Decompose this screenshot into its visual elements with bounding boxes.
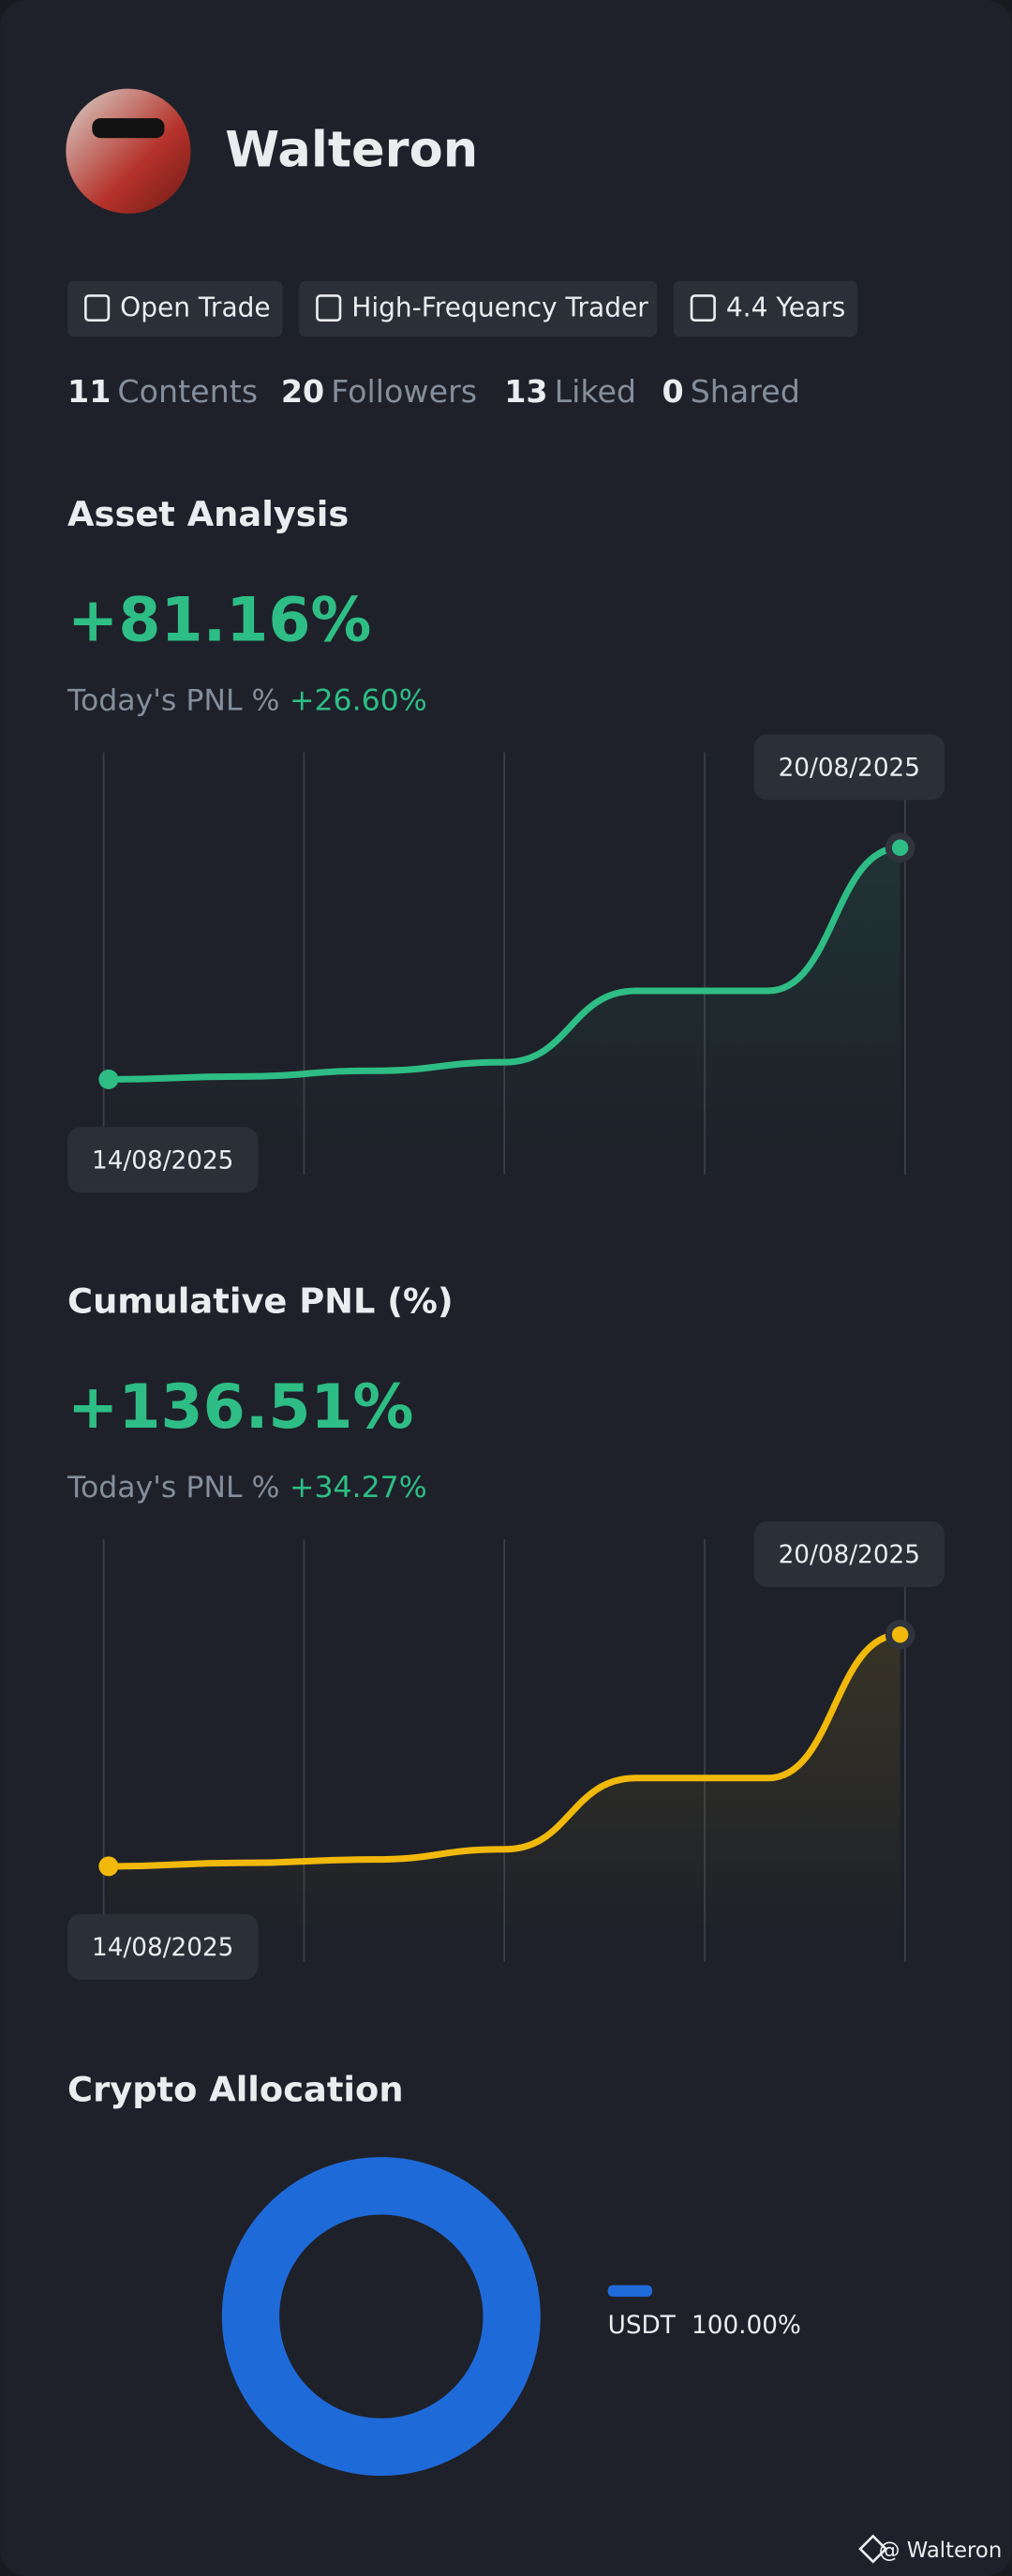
date-box (753, 734, 945, 801)
end-date: 20/08/2025 (779, 1541, 920, 1569)
start-point (98, 1856, 119, 1877)
stat: 11 Contents (67, 372, 258, 409)
badge-label: 4.4 Years (726, 292, 845, 322)
badge (673, 280, 858, 337)
stat-label: Shared (691, 372, 800, 409)
stat: 13 Liked (504, 372, 636, 409)
stat-value: 13 (504, 372, 547, 409)
today-value: +26.60% (290, 683, 427, 717)
legend-label: USDT (608, 2312, 677, 2340)
headline: +136.51% (67, 1372, 413, 1443)
stat-label: Followers (331, 372, 477, 409)
end-point-core (891, 1626, 909, 1643)
line-area (108, 1634, 900, 1932)
stat: 0 Shared (662, 372, 799, 409)
stat-label: Liked (555, 372, 636, 409)
date-box (67, 1127, 259, 1193)
today-pnl: Today's PNL % +34.27% (67, 1471, 427, 1505)
today-label: Today's PNL % (67, 1471, 279, 1505)
line (105, 844, 904, 1083)
stat-value: 11 (67, 372, 111, 409)
stat: 20 Followers (281, 372, 477, 409)
headline: +81.16% (67, 586, 371, 656)
end-point-core (891, 839, 909, 857)
avatar-glasses (92, 118, 165, 139)
today-value: +34.27% (290, 1471, 427, 1505)
badge-icon (690, 294, 716, 322)
start-date: 14/08/2025 (92, 1934, 233, 1962)
start-date: 14/08/2025 (92, 1147, 233, 1176)
donut-slice (221, 2157, 541, 2477)
line-area (108, 847, 900, 1146)
badge (67, 280, 283, 337)
section-title: Asset Analysis (67, 494, 349, 534)
end-date: 20/08/2025 (779, 755, 920, 783)
stat-value: 0 (662, 372, 683, 409)
stat-value: 20 (281, 372, 324, 409)
today-pnl: Today's PNL % +26.60% (67, 683, 427, 717)
watermark-logo (858, 2534, 888, 2564)
section-title: Cumulative PNL (%) (67, 1281, 454, 1321)
line (105, 1631, 904, 1870)
stat-label: Contents (117, 372, 258, 409)
date-box (753, 1520, 945, 1587)
legend-value: 100.00% (692, 2312, 801, 2340)
avatar[interactable] (66, 88, 191, 214)
badge-label: Open Trade (120, 292, 271, 322)
date-box (67, 1913, 259, 1980)
today-label: Today's PNL % (67, 683, 279, 717)
badge-label: High-Frequency Trader (351, 292, 648, 322)
badge-icon (84, 294, 111, 322)
user-name: Walteron (225, 122, 478, 179)
badge-icon (316, 294, 342, 322)
section-title: Crypto Allocation (67, 2069, 403, 2109)
badge (299, 280, 658, 337)
start-point (98, 1069, 119, 1089)
legend-swatch (607, 2284, 652, 2298)
watermark: @ Walteron (879, 2539, 1002, 2563)
